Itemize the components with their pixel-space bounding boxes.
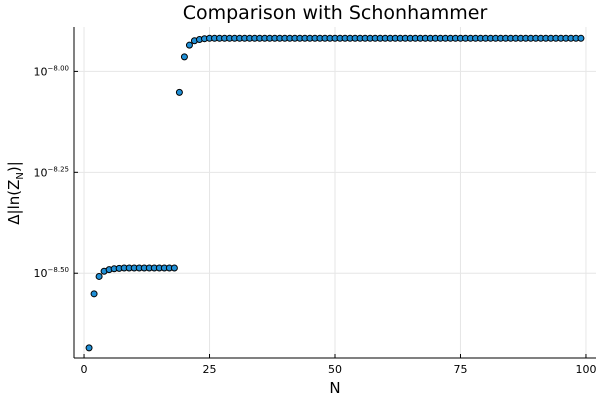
y-axis-label-sub: N bbox=[15, 172, 26, 179]
data-point bbox=[185, 41, 193, 49]
data-point bbox=[180, 53, 188, 61]
y-tick-exponent: −8.00 bbox=[48, 64, 69, 72]
y-tick-exponent: −8.50 bbox=[48, 266, 69, 274]
data-point bbox=[85, 344, 93, 352]
data-point bbox=[170, 264, 178, 272]
y-axis-label: Δ|ln(ZN)| bbox=[5, 161, 26, 225]
y-tick-label: 10−8.25 bbox=[34, 165, 69, 179]
x-tick-label: 100 bbox=[575, 363, 596, 376]
y-tick-label: 10−8.00 bbox=[34, 64, 69, 78]
grid-lines bbox=[74, 27, 596, 358]
x-ticks: 0 25 50 75 100 bbox=[81, 354, 596, 376]
data-point bbox=[175, 88, 183, 96]
data-point bbox=[95, 272, 103, 280]
y-axis-label-main: Δ|ln(Z bbox=[5, 180, 23, 225]
y-tick-label: 10−8.50 bbox=[34, 266, 69, 280]
chart-title: Comparison with Schonhammer bbox=[183, 2, 488, 24]
y-tick-base: 10 bbox=[34, 65, 48, 78]
y-tick-base: 10 bbox=[34, 267, 48, 280]
data-point bbox=[577, 34, 585, 42]
x-tick-label: 0 bbox=[81, 363, 88, 376]
y-tick-base: 10 bbox=[34, 166, 48, 179]
y-tick-exponent: −8.25 bbox=[48, 165, 69, 173]
data-points bbox=[85, 34, 585, 352]
data-point bbox=[90, 290, 98, 298]
y-axis-label-end: )| bbox=[5, 161, 23, 172]
x-axis-label: N bbox=[329, 379, 340, 397]
x-tick-label: 50 bbox=[328, 363, 342, 376]
x-tick-label: 75 bbox=[453, 363, 467, 376]
x-tick-label: 25 bbox=[203, 363, 217, 376]
